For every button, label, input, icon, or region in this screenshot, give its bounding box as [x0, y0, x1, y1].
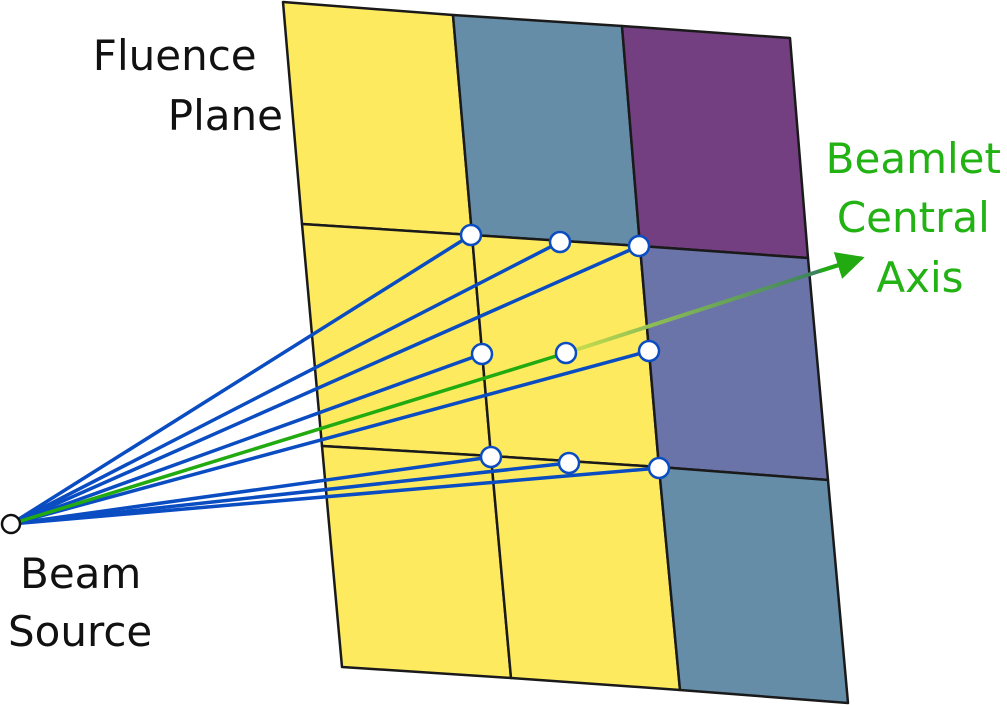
grid-cell-r3c2 [489, 454, 682, 692]
central-axis-ray [9, 351, 568, 526]
fluence-plane-label-line-2: Plane [168, 91, 283, 140]
grid-cell-r3c3 [657, 465, 850, 705]
beamlet-axis-arrow [819, 252, 865, 279]
sample-point [637, 339, 661, 363]
sample-point [459, 223, 483, 247]
ray-6 [9, 349, 651, 526]
sample-point-center [554, 341, 578, 365]
sample-point [557, 451, 581, 475]
beamlet-axis-extension [565, 256, 861, 355]
beam-source-label: Beam Source [8, 549, 155, 656]
beamlet-axis-label-line-2: Central [837, 193, 990, 242]
ray-9 [9, 466, 661, 526]
beamlet-axis-label: Beamlet Central Axis [826, 134, 1007, 302]
ray-8 [9, 461, 571, 526]
sample-point [627, 234, 651, 258]
fluence-plane-label-line-1: Fluence [93, 31, 257, 80]
ray-3 [9, 244, 641, 526]
grid-cell-r2c3 [638, 244, 830, 482]
sample-point [647, 456, 671, 480]
sample-point [479, 445, 503, 469]
sample-point [548, 230, 572, 254]
fluence-grid [281, 0, 850, 705]
beamlet-axis-label-line-1: Beamlet [826, 134, 1001, 183]
sample-point [470, 342, 494, 366]
ray-4 [9, 352, 484, 526]
ray-7 [9, 455, 493, 526]
beamlet-axis-label-line-3: Axis [876, 253, 963, 302]
grid-cell-r1c1 [281, 0, 474, 237]
sample-points [459, 223, 671, 480]
fluence-plane-label: Fluence Plane [93, 31, 283, 140]
grid-cell-r1c2 [451, 13, 642, 248]
beam-source-label-line-2: Source [8, 607, 152, 656]
beam-source-label-line-1: Beam [20, 549, 141, 598]
ray-2 [9, 240, 562, 526]
ray-1 [9, 233, 473, 526]
grid-cell-r1c3 [620, 24, 810, 260]
beam-rays [9, 233, 661, 526]
beam-source-point [0, 513, 22, 535]
